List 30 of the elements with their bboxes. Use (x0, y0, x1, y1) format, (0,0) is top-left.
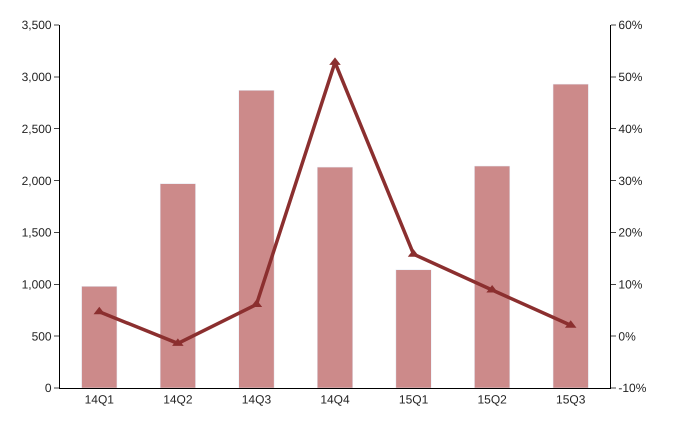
y-tick-label: 1,000 (22, 277, 52, 292)
y2-tick-label: 50% (618, 70, 643, 84)
y-tick-label: 1,500 (22, 226, 52, 240)
bar (81, 286, 118, 388)
y2-tick-label: 60% (618, 18, 643, 32)
x-tick-label: 14Q2 (163, 392, 193, 406)
y-tick-label: 3,500 (22, 18, 52, 32)
x-tick-label: 14Q4 (320, 392, 350, 406)
y2-tick-label: 40% (618, 122, 643, 136)
y2-tick-label: 0% (618, 329, 636, 344)
x-tick-label: 14Q3 (242, 392, 272, 406)
bar (317, 166, 353, 388)
y-tick-label: 2,500 (22, 122, 52, 136)
y-tick-label: 500 (32, 329, 52, 344)
x-tick-label: 15Q3 (556, 392, 586, 406)
x-tick-label: 15Q2 (477, 392, 508, 406)
bar (160, 183, 196, 388)
y-tick-label: 2,000 (22, 174, 52, 188)
bar (552, 84, 589, 388)
y-tick-label: 3,000 (22, 70, 52, 84)
x-tick-label: 15Q1 (398, 392, 429, 406)
bar (238, 90, 274, 388)
bar (474, 166, 510, 388)
y2-tick-label: 20% (618, 226, 643, 240)
y2-tick-label: 10% (618, 277, 643, 292)
y2-tick-label: 30% (618, 174, 643, 188)
y-tick-label: 0 (44, 381, 52, 396)
y2-tick-label: -10% (618, 381, 647, 396)
bar (396, 270, 432, 388)
x-tick-label: 14Q1 (84, 392, 114, 406)
